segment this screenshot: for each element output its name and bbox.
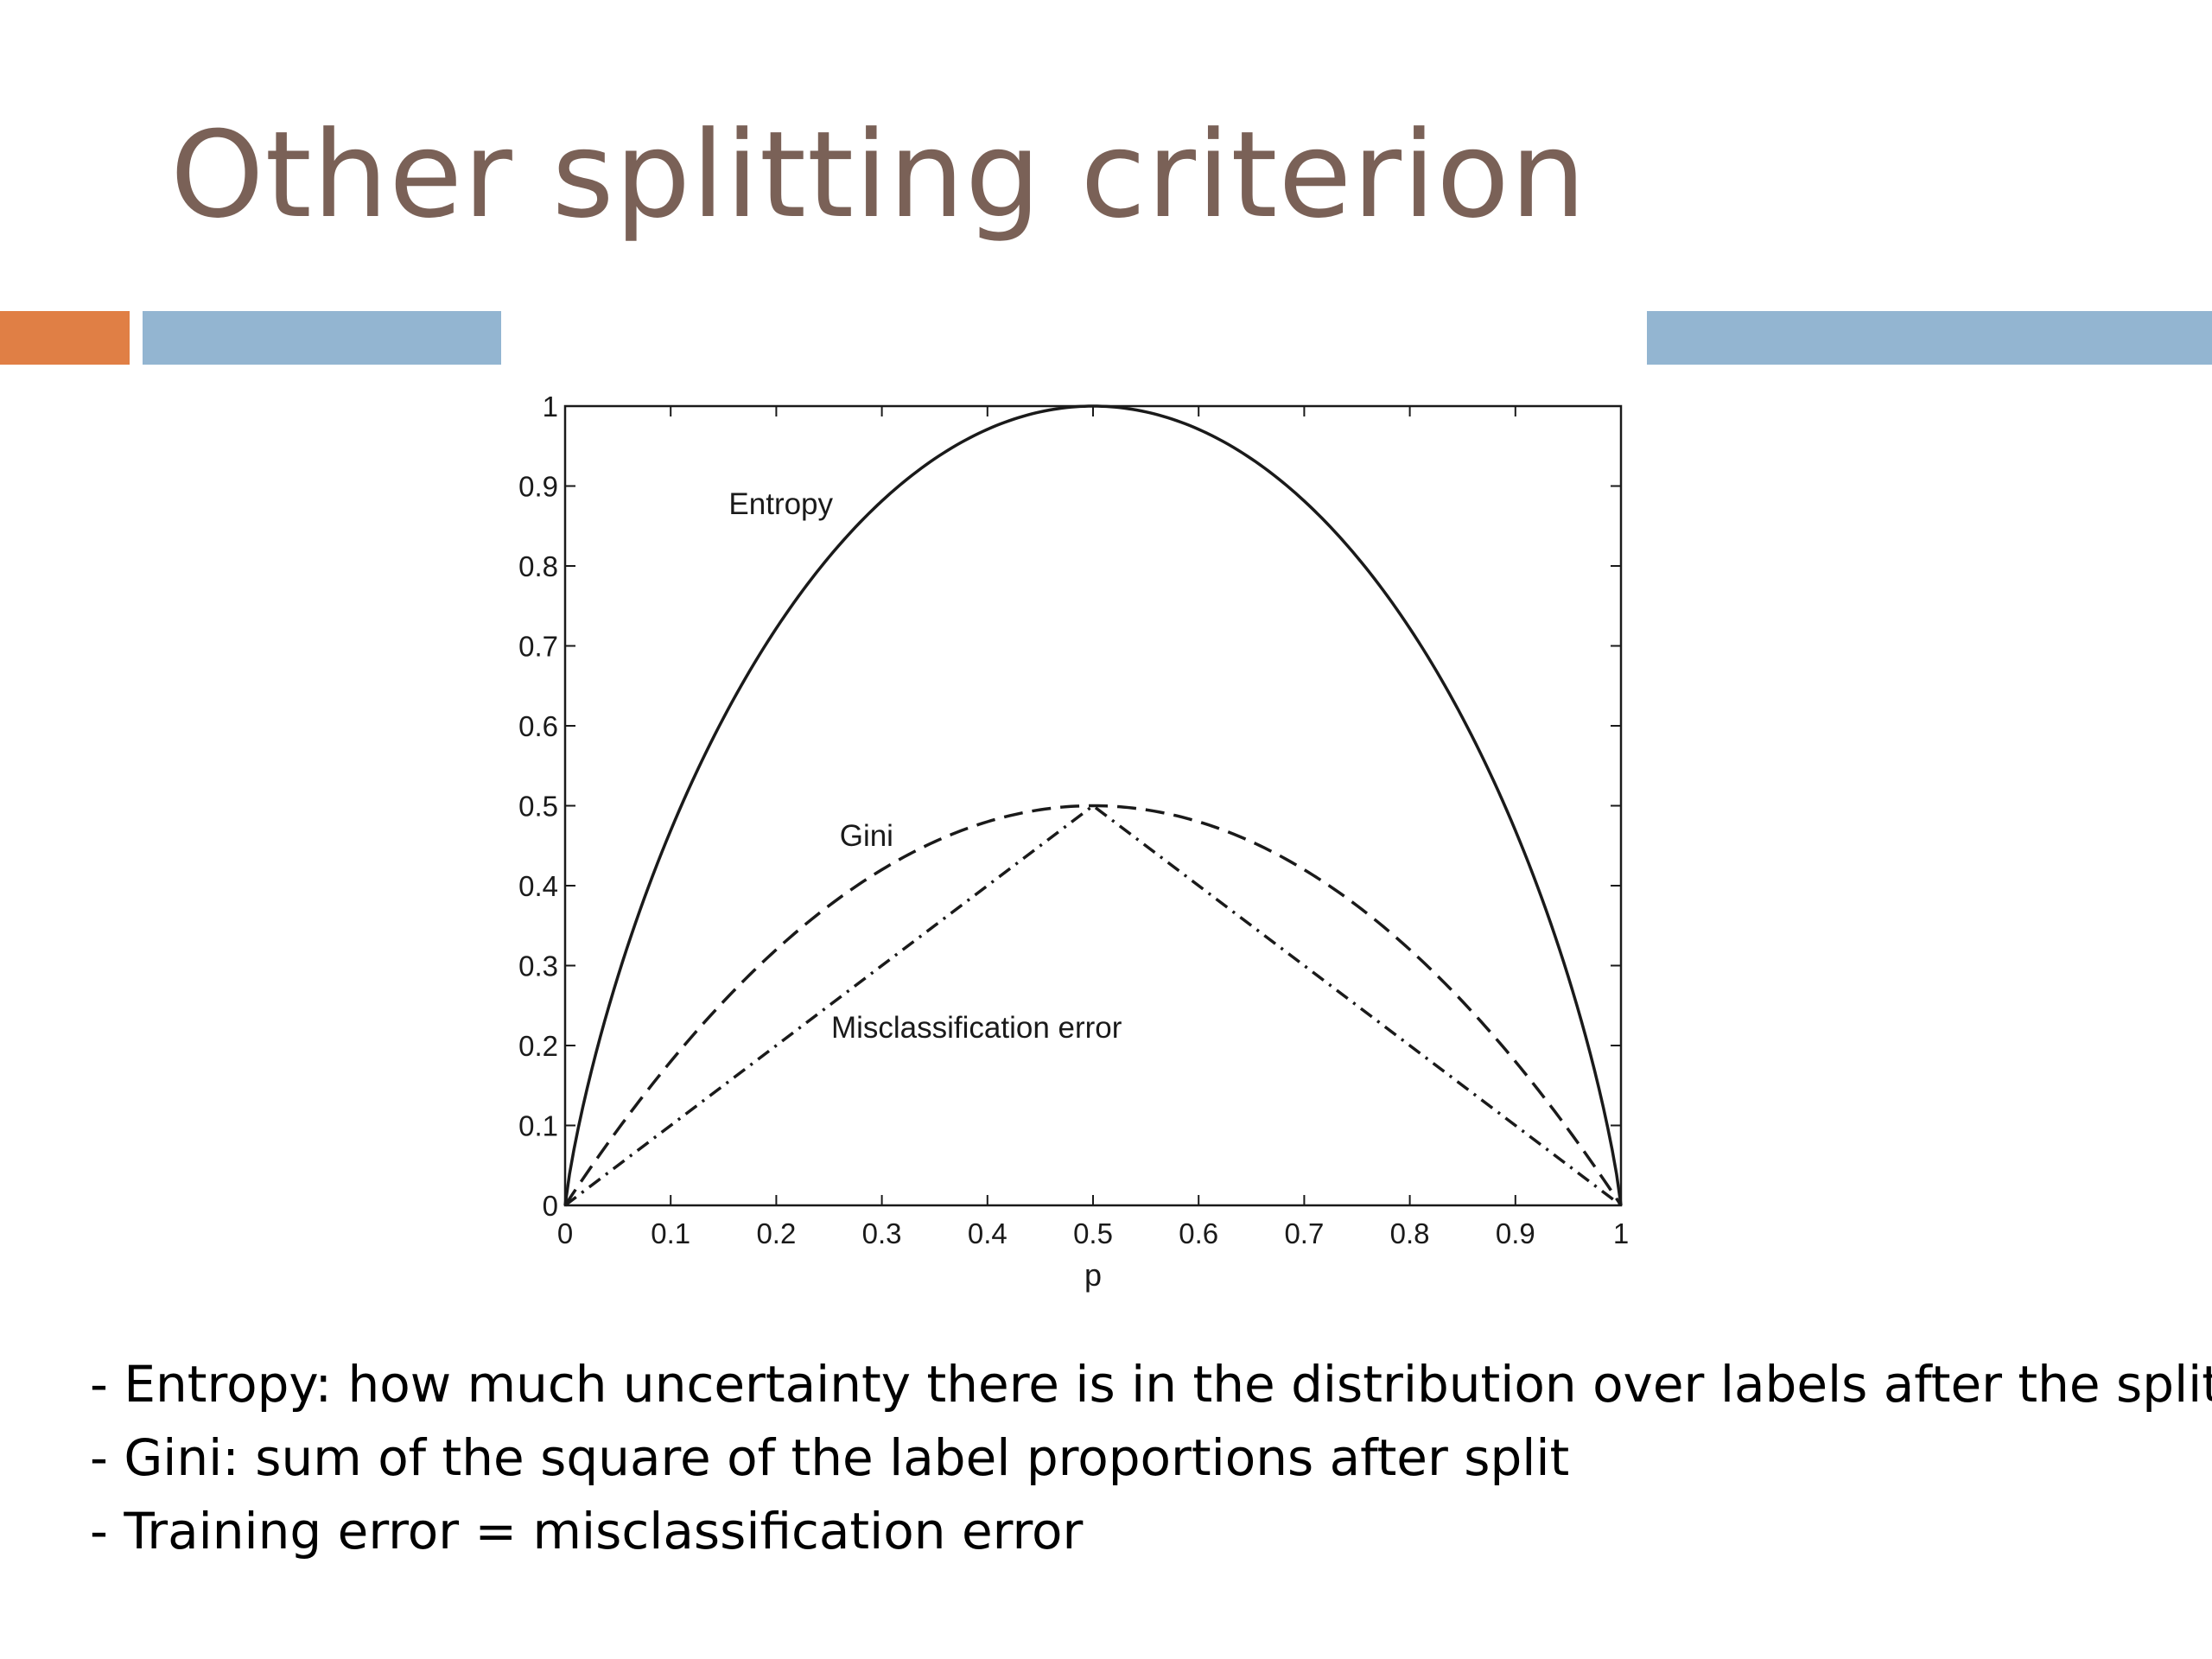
x-axis-label: p	[1084, 1257, 1102, 1293]
series-curves	[563, 404, 1623, 1207]
y-tick-label: 1	[543, 391, 558, 423]
chart-figure: 0 0.1 0.2 0.3 0.4 0.5 0.6 0.7 0.8 0.9 1 0 0.1 0.2 0.3 0…	[501, 311, 1647, 1313]
bullet-training-error: - Training error = misclassification err…	[90, 1502, 1084, 1560]
x-tick-label: 0.4	[968, 1217, 1007, 1249]
series-line-misclassification-error	[563, 804, 1623, 1207]
x-tick-label: 0.1	[651, 1217, 690, 1249]
x-tick-label: 0.3	[862, 1217, 902, 1249]
slide-title: Other splitting criterion	[170, 105, 1587, 245]
y-tick-label: 0.5	[518, 791, 558, 823]
series-line-gini	[563, 804, 1623, 1206]
y-tick-label: 0	[543, 1190, 558, 1222]
bullet-gini: - Gini: sum of the square of the label p…	[90, 1428, 1570, 1487]
x-tick-label: 0.8	[1390, 1217, 1430, 1249]
x-tick-label: 0	[557, 1217, 573, 1249]
y-tick-label: 0.2	[518, 1030, 558, 1062]
x-tick-label: 0.7	[1284, 1217, 1324, 1249]
curve-labels: Entropy Gini Misclassification error	[728, 487, 1122, 1045]
curve-label-misclassification-error: Misclassification error	[831, 1011, 1122, 1045]
y-tick-label: 0.4	[518, 870, 558, 902]
y-tick-label: 0.1	[518, 1110, 558, 1142]
y-tick-label: 0.8	[518, 550, 558, 582]
accent-bar-blue-behind-figure	[501, 311, 1647, 358]
y-tick-label: 0.7	[518, 631, 558, 663]
x-tick-label: 1	[1613, 1217, 1629, 1249]
accent-bar-orange	[0, 311, 130, 365]
y-tick-label: 0.6	[518, 710, 558, 742]
x-tick-label: 0.9	[1496, 1217, 1535, 1249]
x-tick-label: 0.5	[1073, 1217, 1113, 1249]
axis-ticks: 0 0.1 0.2 0.3 0.4 0.5 0.6 0.7 0.8 0.9 1 0 0.1 0.2 0.3 0…	[518, 391, 1629, 1249]
accent-bar-blue-right	[1647, 311, 2212, 365]
accent-bar-blue-left	[143, 311, 501, 365]
bullet-entropy: - Entropy: how much uncertainty there is…	[90, 1355, 2212, 1414]
series-line-entropy	[563, 404, 1623, 1206]
x-tick-label: 0.2	[756, 1217, 796, 1249]
curve-label-gini: Gini	[840, 819, 893, 853]
curve-label-entropy: Entropy	[728, 487, 833, 521]
y-tick-label: 0.3	[518, 950, 558, 982]
impurity-chart: 0 0.1 0.2 0.3 0.4 0.5 0.6 0.7 0.8 0.9 1 0 0.1 0.2 0.3 0…	[518, 391, 1629, 1293]
x-tick-label: 0.6	[1179, 1217, 1218, 1249]
bullet-list: - Entropy: how much uncertainty there is…	[90, 1348, 2212, 1568]
y-tick-label: 0.9	[518, 471, 558, 503]
